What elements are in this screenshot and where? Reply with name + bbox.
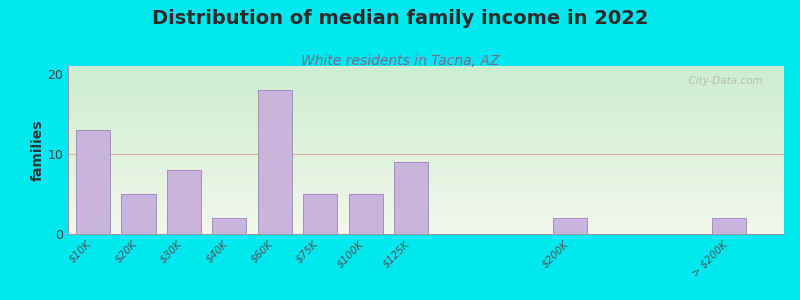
Bar: [303, 194, 338, 234]
Y-axis label: families: families: [30, 119, 45, 181]
Bar: [76, 130, 110, 234]
Bar: [258, 90, 292, 234]
Bar: [122, 194, 155, 234]
Bar: [394, 162, 428, 234]
Text: White residents in Tacna, AZ: White residents in Tacna, AZ: [301, 54, 499, 68]
Bar: [554, 218, 587, 234]
Text: Distribution of median family income in 2022: Distribution of median family income in …: [152, 9, 648, 28]
Bar: [167, 170, 201, 234]
Bar: [712, 218, 746, 234]
Text: City-Data.com: City-Data.com: [682, 76, 762, 86]
Bar: [212, 218, 246, 234]
Bar: [349, 194, 383, 234]
